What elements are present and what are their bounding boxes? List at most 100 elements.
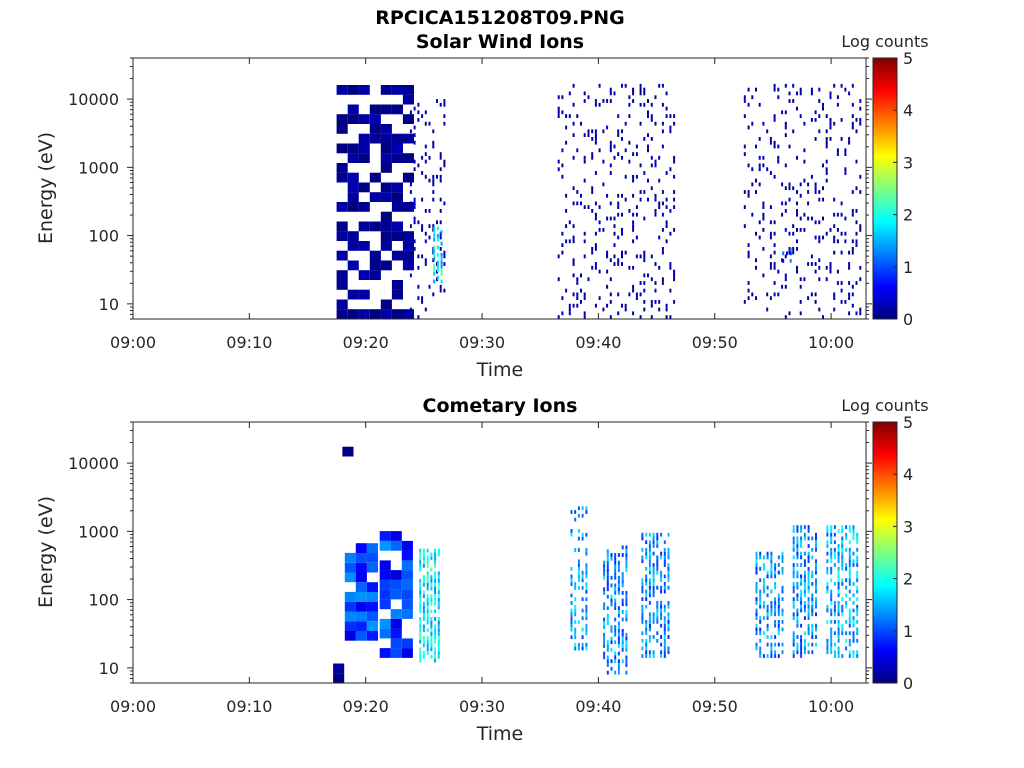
heatmap-cell <box>774 650 777 655</box>
heatmap-cell <box>815 601 817 605</box>
heatmap-cell <box>614 587 617 592</box>
heatmap-cell <box>826 529 829 533</box>
heatmap-cell <box>762 601 765 605</box>
heatmap-cell <box>759 631 762 636</box>
heatmap-cell <box>656 604 659 609</box>
heatmap-cell <box>826 566 829 571</box>
heatmap-cell <box>826 540 829 545</box>
heatmap-cell <box>625 556 628 561</box>
heatmap-cell <box>585 567 588 571</box>
heatmap-cell <box>594 99 597 103</box>
heatmap-cell <box>661 247 664 251</box>
heatmap-cell <box>591 129 594 134</box>
heatmap-cell <box>402 231 414 241</box>
heatmap-cell <box>645 566 648 571</box>
heatmap-cell <box>762 155 765 160</box>
heatmap-cell <box>366 543 378 553</box>
heatmap-cell <box>347 192 359 202</box>
heatmap-cell <box>815 532 817 537</box>
heatmap-cell <box>826 544 829 548</box>
heatmap-cell <box>581 597 584 602</box>
heatmap-cell <box>796 106 798 111</box>
heatmap-cell <box>658 201 661 206</box>
heatmap-cell <box>837 559 840 564</box>
heatmap-cell <box>663 616 666 620</box>
heatmap-cell <box>426 643 429 648</box>
heatmap-cell <box>848 262 851 266</box>
heatmap-cell <box>654 300 657 304</box>
heatmap-cell <box>580 121 582 126</box>
heatmap-cell <box>841 536 844 541</box>
x-tick-label: 09:30 <box>459 333 505 352</box>
heatmap-cell <box>648 601 651 605</box>
heatmap-cell <box>762 616 765 620</box>
heatmap-cell <box>762 163 765 168</box>
heatmap-cell <box>667 547 670 552</box>
heatmap-cell <box>836 228 839 232</box>
heatmap-cell <box>818 265 821 270</box>
heatmap-cell <box>413 197 416 202</box>
heatmap-cell <box>609 99 612 103</box>
heatmap-cell <box>648 563 651 567</box>
heatmap-cell <box>773 250 776 255</box>
heatmap-cell <box>606 583 609 588</box>
heatmap-cell <box>641 604 644 609</box>
heatmap-cell <box>762 201 765 206</box>
heatmap-cell <box>792 563 795 567</box>
heatmap-cell <box>803 589 806 594</box>
heatmap-cell <box>841 563 844 567</box>
heatmap-cell <box>665 307 668 312</box>
heatmap-cell <box>419 567 422 572</box>
heatmap-cell <box>774 604 777 609</box>
heatmap-cell <box>561 174 564 179</box>
heatmap-cell <box>755 231 757 236</box>
heatmap-cell <box>766 555 769 560</box>
heatmap-cell <box>667 635 670 639</box>
heatmap-cell <box>758 182 761 187</box>
heatmap-cell <box>617 575 620 580</box>
heatmap-cell <box>576 303 579 308</box>
heatmap-cell <box>426 586 429 591</box>
heatmap-cell <box>625 591 628 595</box>
heatmap-cell <box>610 556 613 561</box>
heatmap-cell <box>434 590 437 595</box>
heatmap-cell <box>417 265 420 270</box>
heatmap-cell <box>661 228 664 232</box>
heatmap-cell <box>641 638 644 643</box>
x-tick-label: 09:50 <box>692 333 738 352</box>
heatmap-cell <box>401 589 413 600</box>
heatmap-cell <box>807 589 810 594</box>
heatmap-cell <box>583 311 586 316</box>
heatmap-cell <box>434 594 437 598</box>
heatmap-cell <box>766 574 769 579</box>
x-tick-label: 09:00 <box>110 333 156 352</box>
heatmap-cell <box>673 277 676 282</box>
heatmap-cell <box>419 601 422 606</box>
heatmap-cell <box>841 627 844 632</box>
heatmap-cell <box>635 254 638 259</box>
heatmap-cell <box>614 572 617 576</box>
heatmap-cell <box>743 99 746 103</box>
heatmap-cell <box>840 250 843 255</box>
heatmap-cell <box>419 628 422 633</box>
heatmap-cell <box>433 234 436 238</box>
heatmap-cell <box>852 623 855 628</box>
heatmap-cell <box>796 544 799 548</box>
heatmap-cell <box>758 102 761 107</box>
heatmap-cell <box>617 114 620 118</box>
heatmap-cell <box>434 582 437 587</box>
heatmap-cell <box>648 566 651 571</box>
heatmap-cell <box>336 270 348 280</box>
heatmap-cell <box>656 566 659 571</box>
heatmap-cell <box>570 574 573 579</box>
heatmap-cell <box>437 594 440 598</box>
heatmap-cell <box>577 620 580 624</box>
heatmap-cell <box>796 616 799 620</box>
heatmap-cell <box>814 292 817 297</box>
heatmap-cell <box>825 231 828 236</box>
heatmap-cell <box>848 589 851 594</box>
heatmap-cell <box>561 110 564 115</box>
heatmap-cell <box>852 559 855 564</box>
heatmap-cell <box>660 578 663 583</box>
heatmap-cell <box>788 231 791 236</box>
